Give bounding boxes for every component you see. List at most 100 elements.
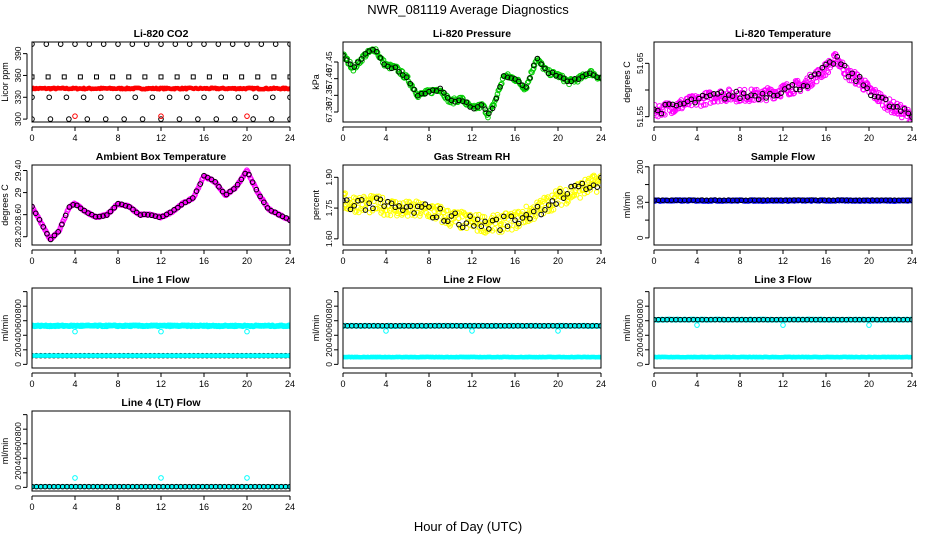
y-axis-label: ml/min [622, 192, 632, 219]
data-point [373, 48, 380, 55]
data-point [593, 189, 600, 195]
series-avg [32, 483, 290, 490]
x-tick-label: 16 [821, 379, 831, 389]
data-point [856, 73, 863, 80]
data-point [797, 86, 803, 93]
x-tick-label: 12 [156, 256, 166, 266]
data-point [32, 210, 39, 217]
x-tick-label: 20 [553, 379, 563, 389]
y-tick-label: 67.40 [324, 68, 334, 90]
series-hi [32, 42, 290, 47]
data-point [417, 213, 423, 219]
data-point [36, 216, 43, 223]
x-tick-label: 4 [383, 256, 388, 266]
x-tick-label: 8 [115, 379, 120, 389]
data-point [512, 217, 518, 223]
data-point [843, 74, 849, 81]
data-point [459, 224, 466, 231]
x-tick-label: 16 [510, 379, 520, 389]
plot-area [32, 322, 290, 359]
data-point [456, 221, 462, 228]
data-point [654, 102, 658, 108]
x-tick-label: 4 [694, 133, 699, 143]
data-point [560, 195, 567, 201]
x-tick-label: 8 [115, 133, 120, 143]
data-point [351, 203, 358, 209]
data-point [84, 116, 91, 122]
data-point [45, 74, 51, 80]
x-tick-label: 8 [426, 133, 431, 143]
data-point [823, 61, 829, 68]
x-axis: 0 4 8 12 16 20 24 [29, 249, 295, 266]
data-point [909, 197, 912, 203]
data-point [722, 95, 728, 102]
data-point [201, 42, 207, 47]
x-tick-label: 20 [242, 133, 252, 143]
data-point [830, 61, 837, 67]
data-point [748, 86, 755, 93]
y-tick-label: 200 [635, 342, 645, 356]
y-tick-label: 390 [13, 46, 23, 60]
series-avg [343, 46, 601, 117]
data-point [530, 208, 537, 215]
data-point [452, 210, 458, 217]
data-point [655, 113, 661, 120]
data-point [598, 174, 601, 181]
y-axis-label: ml/min [311, 315, 321, 342]
panel-rh: Gas Stream RH 0 4 8 12 16 20 24 1.60 1.75 1.90perc… [311, 151, 606, 266]
data-point [184, 94, 190, 101]
series-lo [654, 354, 912, 360]
data-point [688, 96, 695, 103]
data-point [825, 69, 832, 76]
data-point [257, 193, 263, 200]
data-point [813, 78, 820, 85]
x-tick-label: 24 [907, 379, 917, 389]
data-point [218, 94, 224, 101]
y-tick-label: 200 [13, 342, 23, 356]
data-point [358, 197, 365, 203]
data-point [871, 93, 878, 100]
series-hi [654, 316, 912, 323]
data-point [80, 94, 87, 101]
plot-frame [653, 41, 913, 123]
data-point [883, 96, 889, 103]
data-point [362, 207, 369, 213]
data-point [504, 223, 511, 230]
data-point [227, 188, 233, 195]
data-point [852, 81, 859, 87]
data-point [72, 113, 78, 119]
data-point [872, 86, 879, 93]
data-point [729, 93, 736, 99]
data-point [418, 204, 425, 210]
data-point [115, 94, 121, 101]
data-point [158, 116, 164, 122]
data-point [55, 228, 61, 235]
data-point [463, 225, 470, 232]
data-point [560, 75, 567, 82]
y-tick-label: 1.90 [324, 169, 334, 186]
data-point [579, 180, 586, 187]
data-point [553, 72, 559, 79]
data-point [793, 86, 799, 93]
series-lo [343, 354, 601, 360]
data-point [407, 203, 414, 210]
data-point [789, 82, 796, 88]
data-point [63, 94, 70, 101]
x-tick-label: 20 [553, 256, 563, 266]
data-point [437, 205, 444, 212]
x-tick-label: 24 [285, 256, 295, 266]
data-point [377, 200, 384, 206]
data-point [558, 202, 565, 208]
data-point [598, 354, 601, 360]
panel-l3: Line 3 Flow 0 4 8 12 16 20 24 0 200400600800ml/mi… [622, 274, 917, 389]
series-hi-dips [383, 328, 561, 334]
panel-sflow: Sample Flow 0 4 8 12 16 20 24 0 100 200 ml/min [622, 151, 917, 266]
panel-temp: Li-820 Temperature 0 4 8 12 16 20 24 51.55 51.65d… [622, 28, 917, 143]
x-tick-label: 8 [426, 256, 431, 266]
data-point [445, 207, 451, 214]
